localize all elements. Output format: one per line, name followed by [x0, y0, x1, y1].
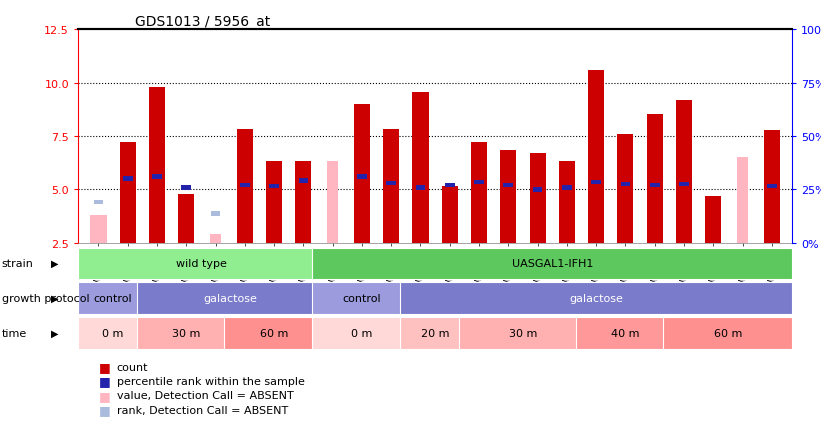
Bar: [400, 283, 792, 314]
Text: strain: strain: [2, 259, 34, 269]
Bar: [650, 183, 659, 188]
Bar: [559, 161, 575, 243]
Text: 30 m: 30 m: [172, 328, 200, 338]
Bar: [676, 101, 692, 243]
Bar: [312, 318, 411, 349]
Bar: [663, 318, 792, 349]
Bar: [210, 234, 221, 243]
Text: 60 m: 60 m: [713, 328, 742, 338]
Bar: [94, 201, 103, 205]
Bar: [78, 318, 149, 349]
Bar: [445, 183, 455, 188]
Bar: [503, 183, 513, 188]
Text: 0 m: 0 m: [351, 328, 373, 338]
Bar: [266, 161, 282, 243]
Bar: [240, 183, 250, 188]
Bar: [90, 215, 107, 243]
Text: GDS1013 / 5956_at: GDS1013 / 5956_at: [135, 15, 270, 30]
Text: ▶: ▶: [51, 328, 58, 338]
Text: ▶: ▶: [51, 293, 58, 303]
Bar: [500, 151, 516, 243]
Bar: [312, 248, 792, 279]
Text: ▶: ▶: [51, 259, 58, 269]
Bar: [412, 93, 429, 243]
Bar: [78, 248, 324, 279]
Bar: [617, 135, 634, 243]
Bar: [737, 158, 748, 243]
Text: ■: ■: [99, 360, 110, 373]
Bar: [705, 196, 722, 243]
Bar: [181, 185, 191, 190]
Bar: [136, 283, 324, 314]
Bar: [224, 318, 324, 349]
Text: UASGAL1-IFH1: UASGAL1-IFH1: [511, 259, 593, 269]
Bar: [533, 187, 543, 192]
Bar: [312, 283, 411, 314]
Bar: [123, 177, 132, 181]
Text: count: count: [117, 362, 148, 372]
Text: rank, Detection Call = ABSENT: rank, Detection Call = ABSENT: [117, 405, 288, 414]
Bar: [576, 318, 675, 349]
Text: percentile rank within the sample: percentile rank within the sample: [117, 376, 305, 386]
Bar: [78, 283, 149, 314]
Bar: [152, 175, 162, 179]
Bar: [93, 215, 104, 243]
Text: growth protocol: growth protocol: [2, 293, 89, 303]
Text: ■: ■: [99, 403, 110, 416]
Bar: [767, 184, 777, 189]
Text: ■: ■: [99, 375, 110, 388]
Bar: [459, 318, 587, 349]
Bar: [530, 154, 546, 243]
Bar: [591, 180, 601, 185]
Bar: [269, 184, 279, 189]
Bar: [588, 71, 604, 243]
Bar: [400, 318, 470, 349]
Bar: [211, 212, 220, 217]
Bar: [764, 130, 780, 243]
Text: ■: ■: [99, 389, 110, 402]
Bar: [475, 180, 484, 185]
Bar: [562, 185, 571, 190]
Bar: [357, 175, 367, 179]
Text: control: control: [342, 293, 381, 303]
Bar: [327, 161, 338, 243]
Bar: [442, 187, 458, 243]
Bar: [299, 179, 308, 184]
Bar: [236, 129, 253, 243]
Text: 40 m: 40 m: [611, 328, 640, 338]
Bar: [354, 105, 370, 243]
Bar: [471, 143, 487, 243]
Bar: [621, 182, 631, 187]
Text: time: time: [2, 328, 27, 338]
Bar: [415, 185, 425, 190]
Bar: [296, 161, 311, 243]
Bar: [178, 194, 195, 243]
Text: galactose: galactose: [569, 293, 623, 303]
Bar: [149, 88, 165, 243]
Text: value, Detection Call = ABSENT: value, Detection Call = ABSENT: [117, 391, 293, 400]
Bar: [120, 143, 135, 243]
Bar: [679, 182, 689, 187]
Text: galactose: galactose: [204, 293, 257, 303]
Text: 30 m: 30 m: [509, 328, 537, 338]
Bar: [387, 181, 396, 186]
Text: wild type: wild type: [176, 259, 227, 269]
Text: 60 m: 60 m: [260, 328, 288, 338]
Bar: [136, 318, 236, 349]
Text: control: control: [94, 293, 132, 303]
Text: 20 m: 20 m: [421, 328, 449, 338]
Bar: [383, 129, 399, 243]
Bar: [647, 115, 663, 243]
Text: 0 m: 0 m: [103, 328, 124, 338]
